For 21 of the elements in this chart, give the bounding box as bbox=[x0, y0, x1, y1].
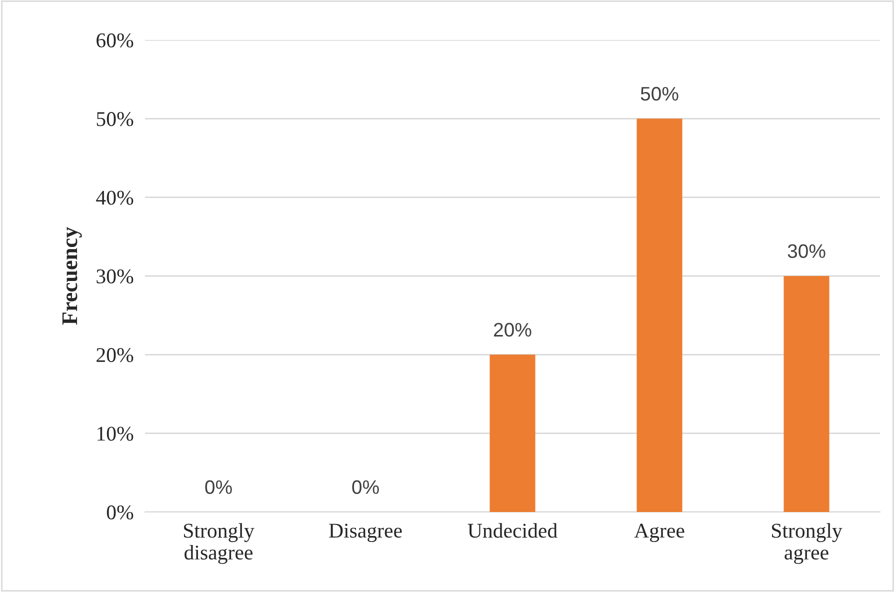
data-label: 30% bbox=[788, 244, 826, 258]
x-tick-label: Strongly agree bbox=[772, 523, 842, 564]
bar bbox=[490, 354, 536, 512]
y-tick-label: 50% bbox=[96, 112, 134, 126]
x-tick-label: Disagree bbox=[329, 524, 402, 542]
data-label: 0% bbox=[205, 480, 232, 494]
x-tick-label: Undecided bbox=[468, 523, 558, 538]
data-label: 50% bbox=[640, 86, 678, 101]
x-tick-label: Strongly disagree bbox=[184, 523, 254, 564]
bar bbox=[784, 276, 830, 512]
data-label: 20% bbox=[494, 322, 532, 337]
y-tick-label: 0% bbox=[106, 505, 134, 520]
y-tick-label: 40% bbox=[96, 190, 134, 205]
y-axis-title: Frecuency bbox=[62, 227, 82, 325]
y-tick-label: 10% bbox=[98, 426, 134, 441]
y-tick-label: 20% bbox=[96, 348, 134, 362]
bar bbox=[636, 118, 682, 512]
data-label: 0% bbox=[352, 480, 379, 494]
y-tick-label: 60% bbox=[96, 33, 134, 48]
y-tick-label: 30% bbox=[96, 269, 134, 284]
x-tick-label: Agree bbox=[634, 524, 684, 542]
